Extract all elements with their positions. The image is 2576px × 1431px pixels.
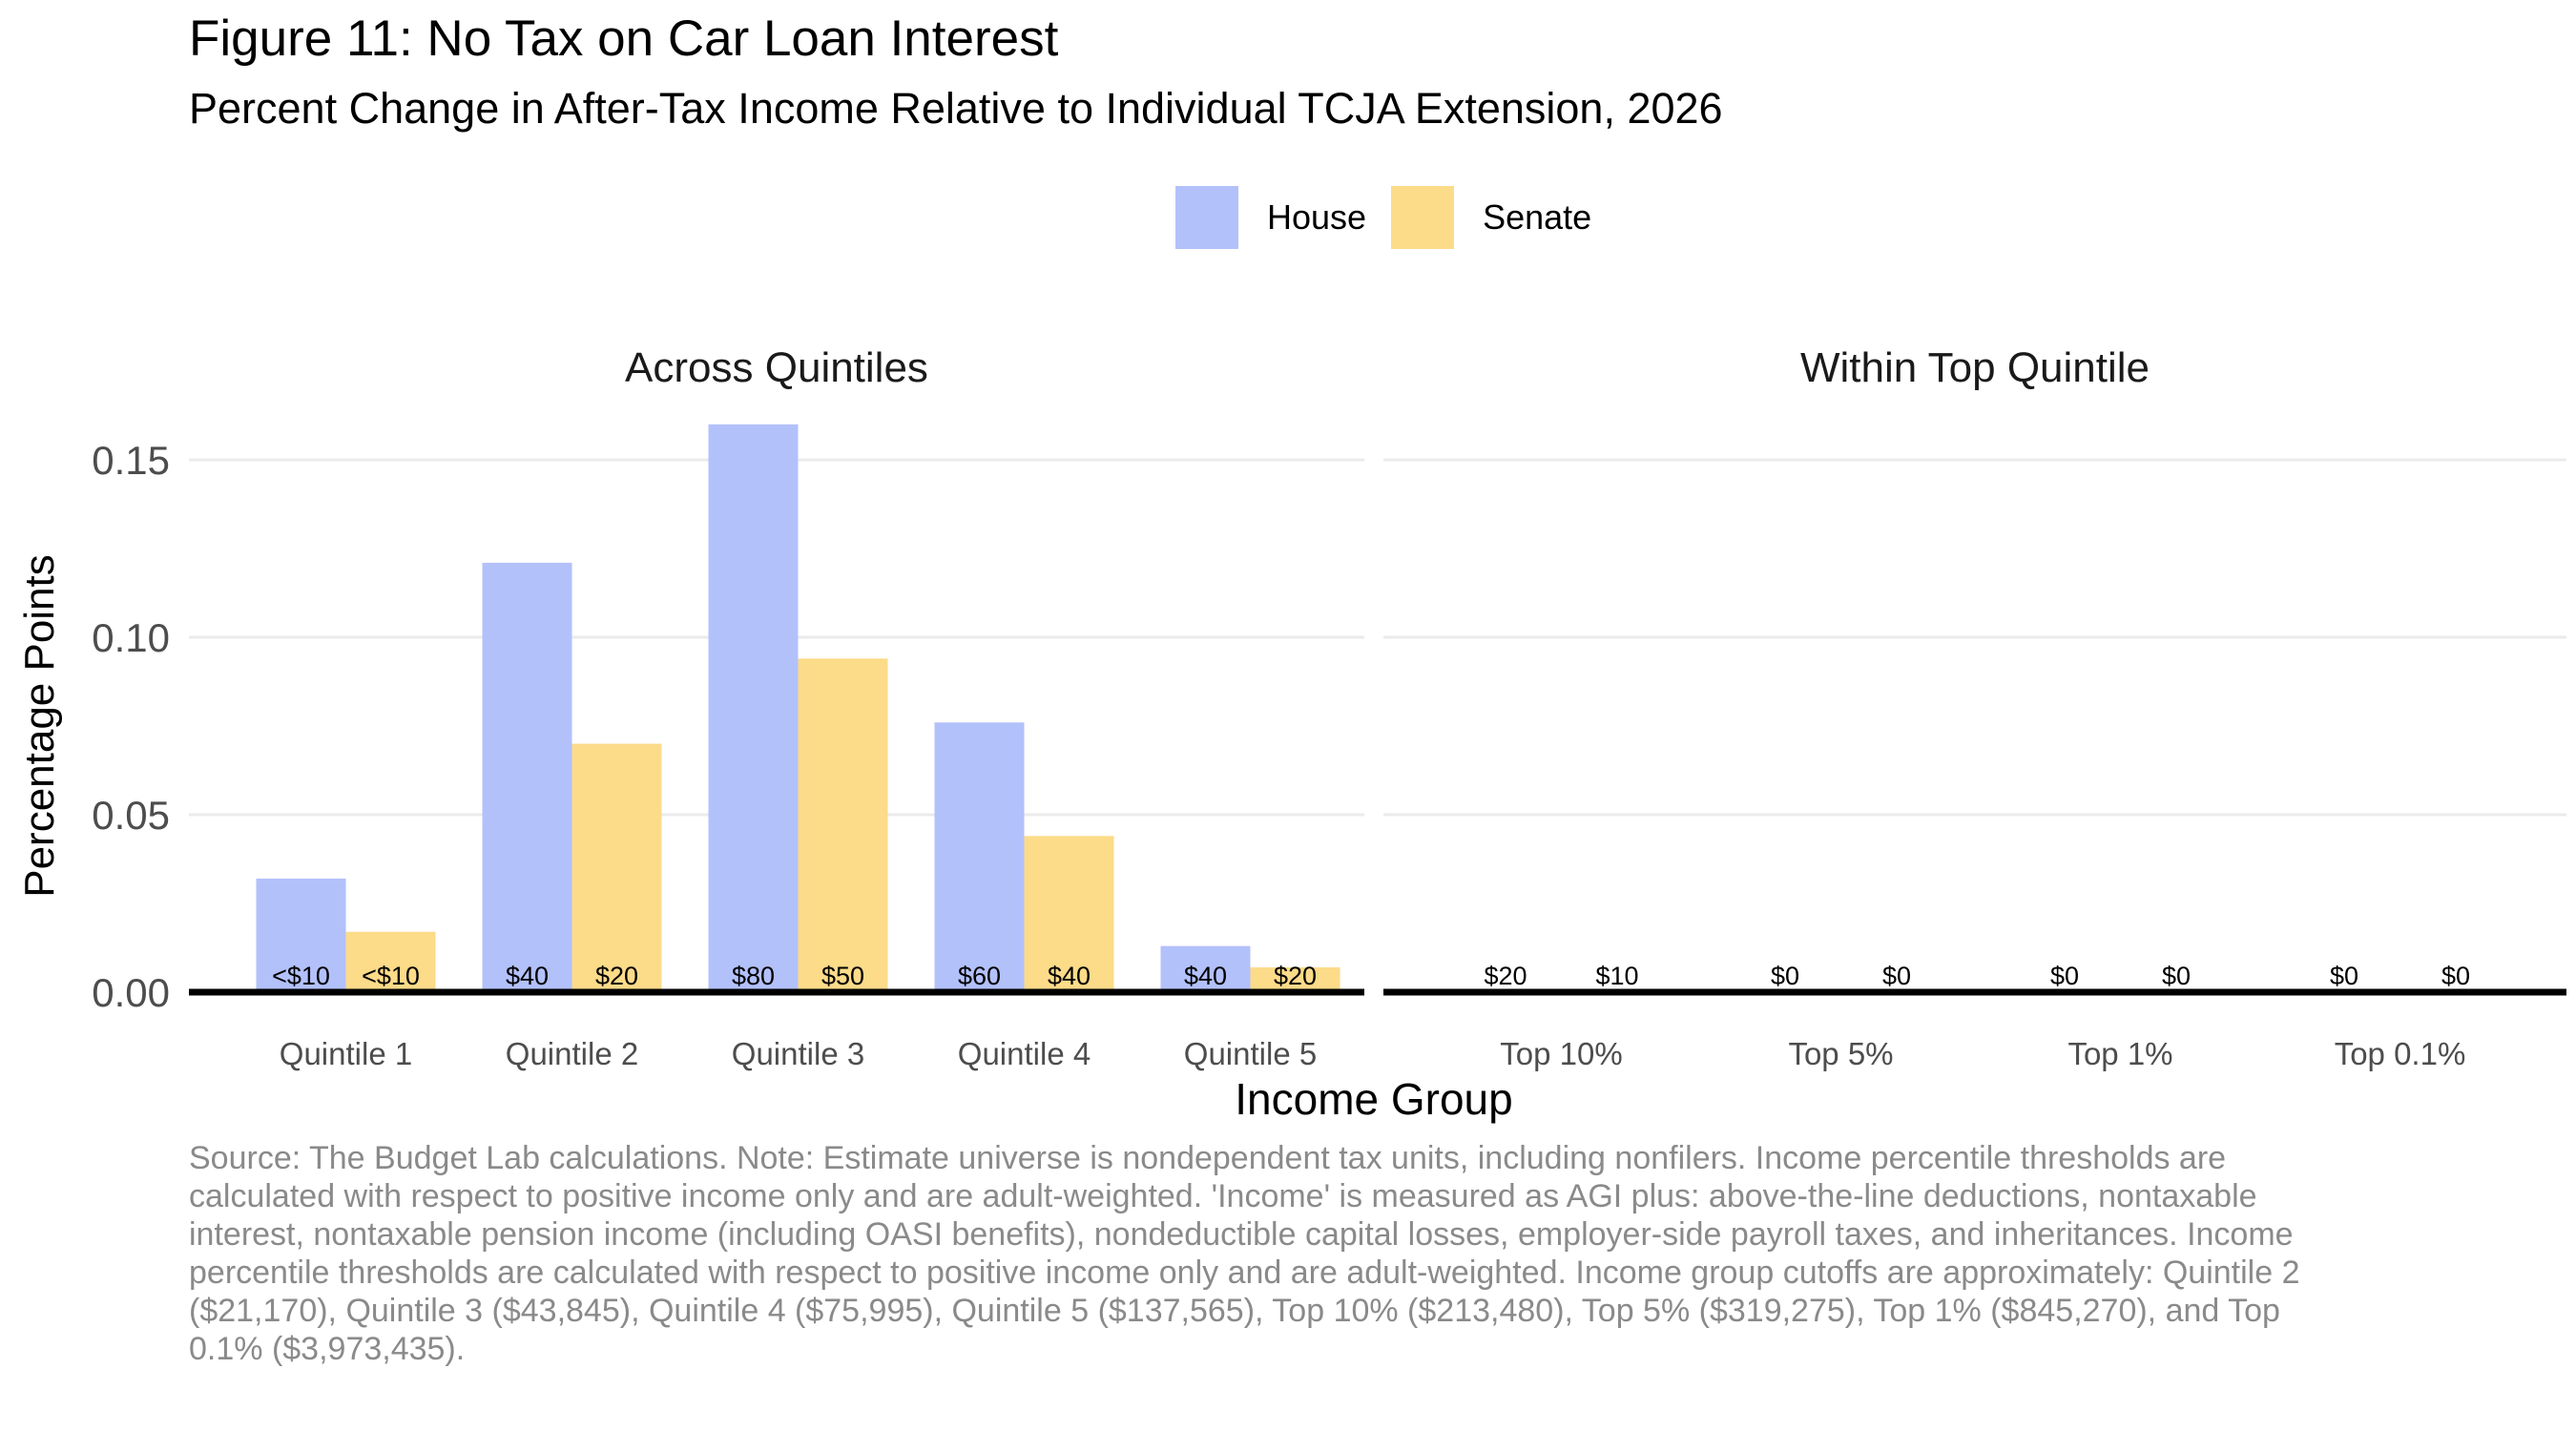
x-tick-label-top-5: Top 5% [1788, 1036, 1893, 1071]
x-tick-label-quintile-1: Quintile 1 [280, 1036, 412, 1071]
x-tick-label-quintile-3: Quintile 3 [732, 1036, 864, 1071]
chart-title: Figure 11: No Tax on Car Loan Interest [189, 10, 1059, 67]
data-label-senate-1-panel-2: $10 [1595, 962, 1638, 990]
legend: House Senate [1175, 186, 1616, 249]
data-label-house-1-panel-2: $20 [1484, 962, 1527, 990]
data-label-house-3-panel-1: $80 [732, 962, 775, 990]
bar-house-quintile-1 [256, 878, 346, 992]
data-label-house-2-panel-1: $40 [506, 962, 549, 990]
legend-swatch-senate [1391, 186, 1455, 249]
x-tick-label-top-0-1: Top 0.1% [2335, 1036, 2466, 1071]
bar-house-quintile-2 [482, 562, 572, 992]
data-label-senate-1-panel-1: <$10 [362, 962, 420, 990]
x-tick-label-top-1: Top 1% [2067, 1036, 2172, 1071]
bar-senate-quintile-4 [1024, 836, 1114, 992]
data-label-senate-2-panel-2: $0 [1882, 962, 1911, 990]
legend-swatch-house [1175, 186, 1238, 249]
bar-senate-quintile-2 [571, 743, 662, 992]
source-note: Source: The Budget Lab calculations. Not… [189, 1140, 2300, 1367]
data-label-house-5-panel-1: $40 [1184, 962, 1227, 990]
data-label-senate-3-panel-2: $0 [2162, 962, 2191, 990]
y-tick-label-2: 0.10 [92, 615, 170, 660]
legend-item-house: House [1175, 186, 1366, 249]
bar-house-quintile-4 [934, 722, 1025, 992]
x-tick-label-quintile-4: Quintile 4 [958, 1036, 1091, 1071]
x-axis-title: Income Group [1235, 1074, 1512, 1124]
y-axis-title: Percentage Points [16, 554, 63, 898]
x-tick-label-quintile-2: Quintile 2 [506, 1036, 638, 1071]
x-tick-label-top-10: Top 10% [1500, 1036, 1622, 1071]
data-label-senate-2-panel-1: $20 [595, 962, 638, 990]
y-tick-label-0: 0.00 [92, 970, 170, 1015]
x-tick-label-quintile-5: Quintile 5 [1184, 1036, 1317, 1071]
data-label-house-2-panel-2: $0 [1771, 962, 1799, 990]
data-label-house-1-panel-1: <$10 [272, 962, 330, 990]
data-label-house-3-panel-2: $0 [2050, 962, 2079, 990]
bar-senate-quintile-3 [798, 658, 888, 992]
y-tick-label-3: 0.15 [92, 438, 170, 483]
bar-house-quintile-5 [1160, 945, 1251, 992]
legend-item-senate: Senate [1391, 186, 1591, 249]
data-label-house-4-panel-1: $60 [958, 962, 1001, 990]
bar-senate-quintile-5 [1250, 966, 1340, 992]
data-label-senate-4-panel-2: $0 [2441, 962, 2470, 990]
data-label-senate-3-panel-1: $50 [821, 962, 864, 990]
data-label-house-4-panel-2: $0 [2330, 962, 2358, 990]
legend-label-house: House [1267, 197, 1367, 237]
chart-subtitle: Percent Change in After-Tax Income Relat… [189, 84, 1723, 133]
bar-senate-quintile-1 [345, 931, 436, 992]
data-label-senate-5-panel-1: $20 [1274, 962, 1317, 990]
legend-label-senate: Senate [1483, 197, 1592, 237]
panel-title-1: Across Quintiles [625, 344, 928, 391]
y-tick-label-1: 0.05 [92, 793, 170, 838]
panel-title-2: Within Top Quintile [1800, 344, 2150, 391]
data-label-senate-4-panel-1: $40 [1048, 962, 1091, 990]
bar-house-quintile-3 [708, 424, 799, 992]
